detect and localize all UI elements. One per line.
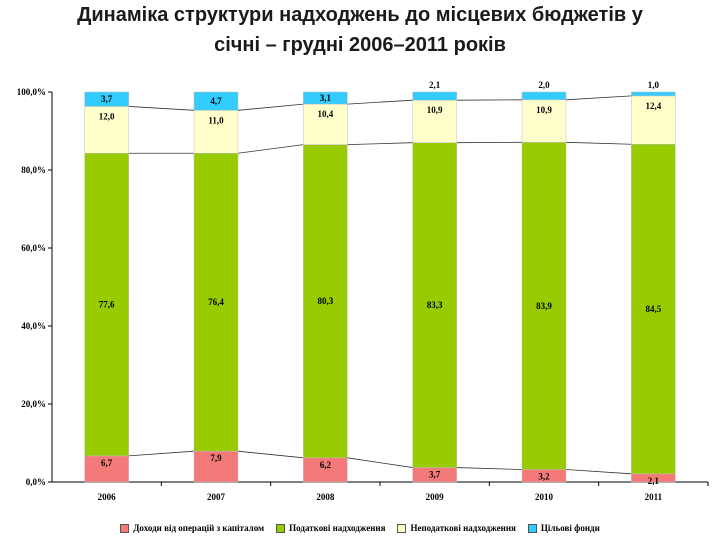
- data-label: 76,4: [208, 297, 224, 307]
- bar-segment: [412, 91, 457, 101]
- data-label: 12,4: [645, 101, 661, 111]
- bar-segment: [303, 91, 348, 105]
- chart-title-line1: Динаміка структури надходжень до місцеви…: [77, 4, 643, 26]
- bar-segment: [84, 152, 129, 457]
- bar-segment: [84, 106, 129, 154]
- chart-title-line2: січні – грудні 2006–2011 років: [214, 34, 506, 56]
- data-label: 3,1: [320, 93, 332, 103]
- series-line: [237, 144, 304, 154]
- legend-item: Неподаткові надходження: [397, 523, 516, 533]
- series-connector-lines: [128, 95, 632, 475]
- data-label: 2,1: [648, 476, 660, 486]
- bar-segment: [303, 103, 348, 145]
- bar-segment: [521, 91, 567, 101]
- bar-segment: [521, 142, 567, 470]
- series-line: [128, 106, 195, 111]
- series-line: [347, 142, 413, 146]
- chart-data-labels: 6,7 77,6 12,0 3,7 7,9 76,4 11,0 4,7 6,2 80,3 10,4 3…: [99, 80, 662, 486]
- legend-label: Цільові фонди: [540, 523, 600, 533]
- series-line: [565, 95, 632, 101]
- data-label: 2,1: [429, 80, 441, 90]
- y-tick-label: 40,0%: [21, 321, 46, 331]
- legend-swatch: [276, 523, 286, 533]
- bar-segment: [303, 457, 348, 483]
- legend-label: Податкові надходження: [289, 523, 386, 533]
- data-label: 4,7: [210, 96, 222, 106]
- legend-swatch: [527, 523, 537, 533]
- series-line: [237, 450, 304, 459]
- legend-item: Податкові надходження: [276, 523, 385, 533]
- bar-segment: [631, 91, 676, 97]
- data-label: 3,7: [101, 94, 113, 104]
- data-label: 2,0: [538, 80, 550, 90]
- y-tick-label: 60,0%: [21, 243, 46, 253]
- legend-label: Доходи від операцій з капіталом: [133, 523, 265, 533]
- bar-segment: [303, 144, 348, 459]
- bar-segment: [84, 91, 129, 107]
- data-label: 10,4: [317, 109, 333, 119]
- bar-segment: [193, 110, 239, 154]
- legend-item: Доходи від операцій з капіталом: [120, 523, 264, 533]
- legend-label: Неподаткові надходження: [410, 523, 516, 533]
- data-label: 11,0: [208, 115, 224, 125]
- chart-axes: 0,0% 20,0% 40,0% 60,0% 80,0% 100,0% 2006 2007 20…: [17, 87, 709, 502]
- x-tick-label: 2011: [645, 492, 663, 502]
- chart-title: Динаміка структури надходжень до місцеви…: [0, 0, 720, 60]
- chart-bars: [84, 91, 676, 483]
- bar-segment: [193, 91, 239, 111]
- x-tick-label: 2006: [98, 492, 117, 502]
- data-label: 77,6: [99, 300, 115, 310]
- y-tick-label: 80,0%: [21, 165, 46, 175]
- series-line: [565, 141, 632, 145]
- legend-swatch: [120, 523, 130, 533]
- bar-segment: [84, 455, 129, 483]
- series-line: [565, 469, 632, 475]
- bar-segment: [631, 95, 676, 145]
- bar-segment: [412, 99, 457, 143]
- data-label: 83,9: [536, 301, 552, 311]
- chart-legend: Доходи від операцій з капіталом Податкові…: [0, 523, 720, 533]
- y-tick-label: 0,0%: [26, 477, 46, 487]
- data-label: 6,2: [320, 460, 332, 470]
- bar-segment: [412, 142, 457, 468]
- legend-swatch: [397, 523, 407, 533]
- data-label: 83,3: [427, 300, 443, 310]
- x-tick-label: 2008: [316, 492, 335, 502]
- series-line: [347, 457, 413, 468]
- bar-segment: [521, 99, 567, 143]
- data-label: 10,9: [427, 105, 443, 115]
- legend-item: Цільові фонди: [527, 523, 600, 533]
- x-tick-label: 2010: [535, 492, 554, 502]
- series-line: [237, 103, 304, 111]
- series-line: [128, 450, 195, 457]
- data-label: 1,0: [648, 80, 660, 90]
- data-label: 84,5: [645, 304, 661, 314]
- bar-segment: [631, 144, 676, 475]
- y-tick-label: 100,0%: [17, 87, 46, 97]
- series-line: [456, 467, 523, 470]
- data-label: 7,9: [210, 453, 222, 463]
- data-label: 12,0: [99, 111, 115, 121]
- bar-segment: [193, 152, 239, 452]
- data-label: 3,2: [538, 472, 550, 482]
- series-line: [347, 99, 413, 105]
- x-tick-label: 2007: [207, 492, 226, 502]
- data-label: 6,7: [101, 458, 113, 468]
- x-tick-label: 2009: [426, 492, 445, 502]
- data-label: 80,3: [317, 296, 333, 306]
- data-label: 3,7: [429, 470, 441, 480]
- y-tick-label: 20,0%: [21, 399, 46, 409]
- data-label: 10,9: [536, 105, 552, 115]
